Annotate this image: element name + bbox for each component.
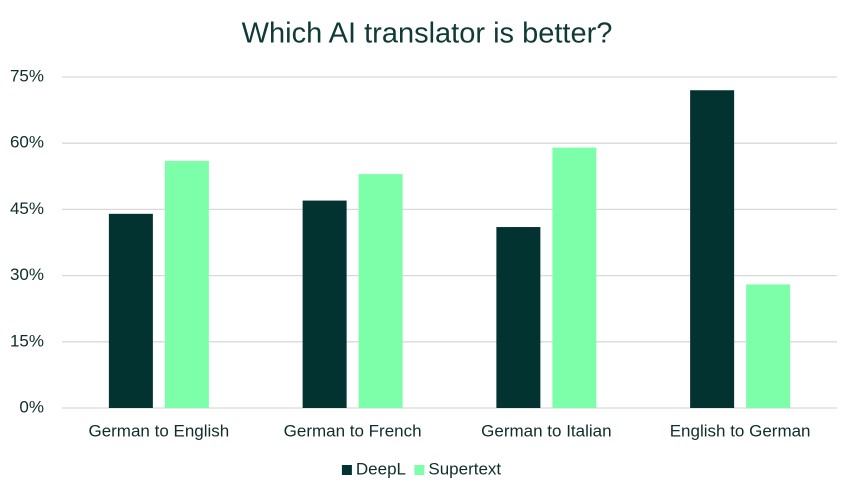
x-tick-label: German to French — [284, 421, 422, 440]
bar — [358, 174, 403, 408]
legend-label: DeepL — [356, 459, 406, 478]
x-tick-label: German to Italian — [481, 421, 611, 440]
y-tick-label: 60% — [10, 133, 44, 152]
bar — [746, 284, 791, 408]
chart-title: Which AI translator is better? — [242, 18, 613, 50]
y-tick-label: 30% — [10, 265, 44, 284]
legend-swatch — [414, 465, 425, 475]
bar — [164, 160, 209, 408]
y-tick-label: 0% — [19, 397, 44, 416]
bar — [496, 227, 541, 408]
bar — [302, 200, 347, 408]
bar — [690, 90, 735, 409]
x-tick-label: English to German — [670, 421, 811, 440]
y-tick-label: 75% — [10, 66, 44, 85]
y-tick-label: 15% — [10, 331, 44, 350]
y-tick-label: 45% — [10, 199, 44, 218]
x-tick-label: German to English — [88, 421, 229, 440]
bar — [552, 147, 597, 408]
legend-label: Supertext — [428, 459, 501, 478]
bar — [108, 213, 153, 408]
legend-swatch — [341, 465, 352, 475]
